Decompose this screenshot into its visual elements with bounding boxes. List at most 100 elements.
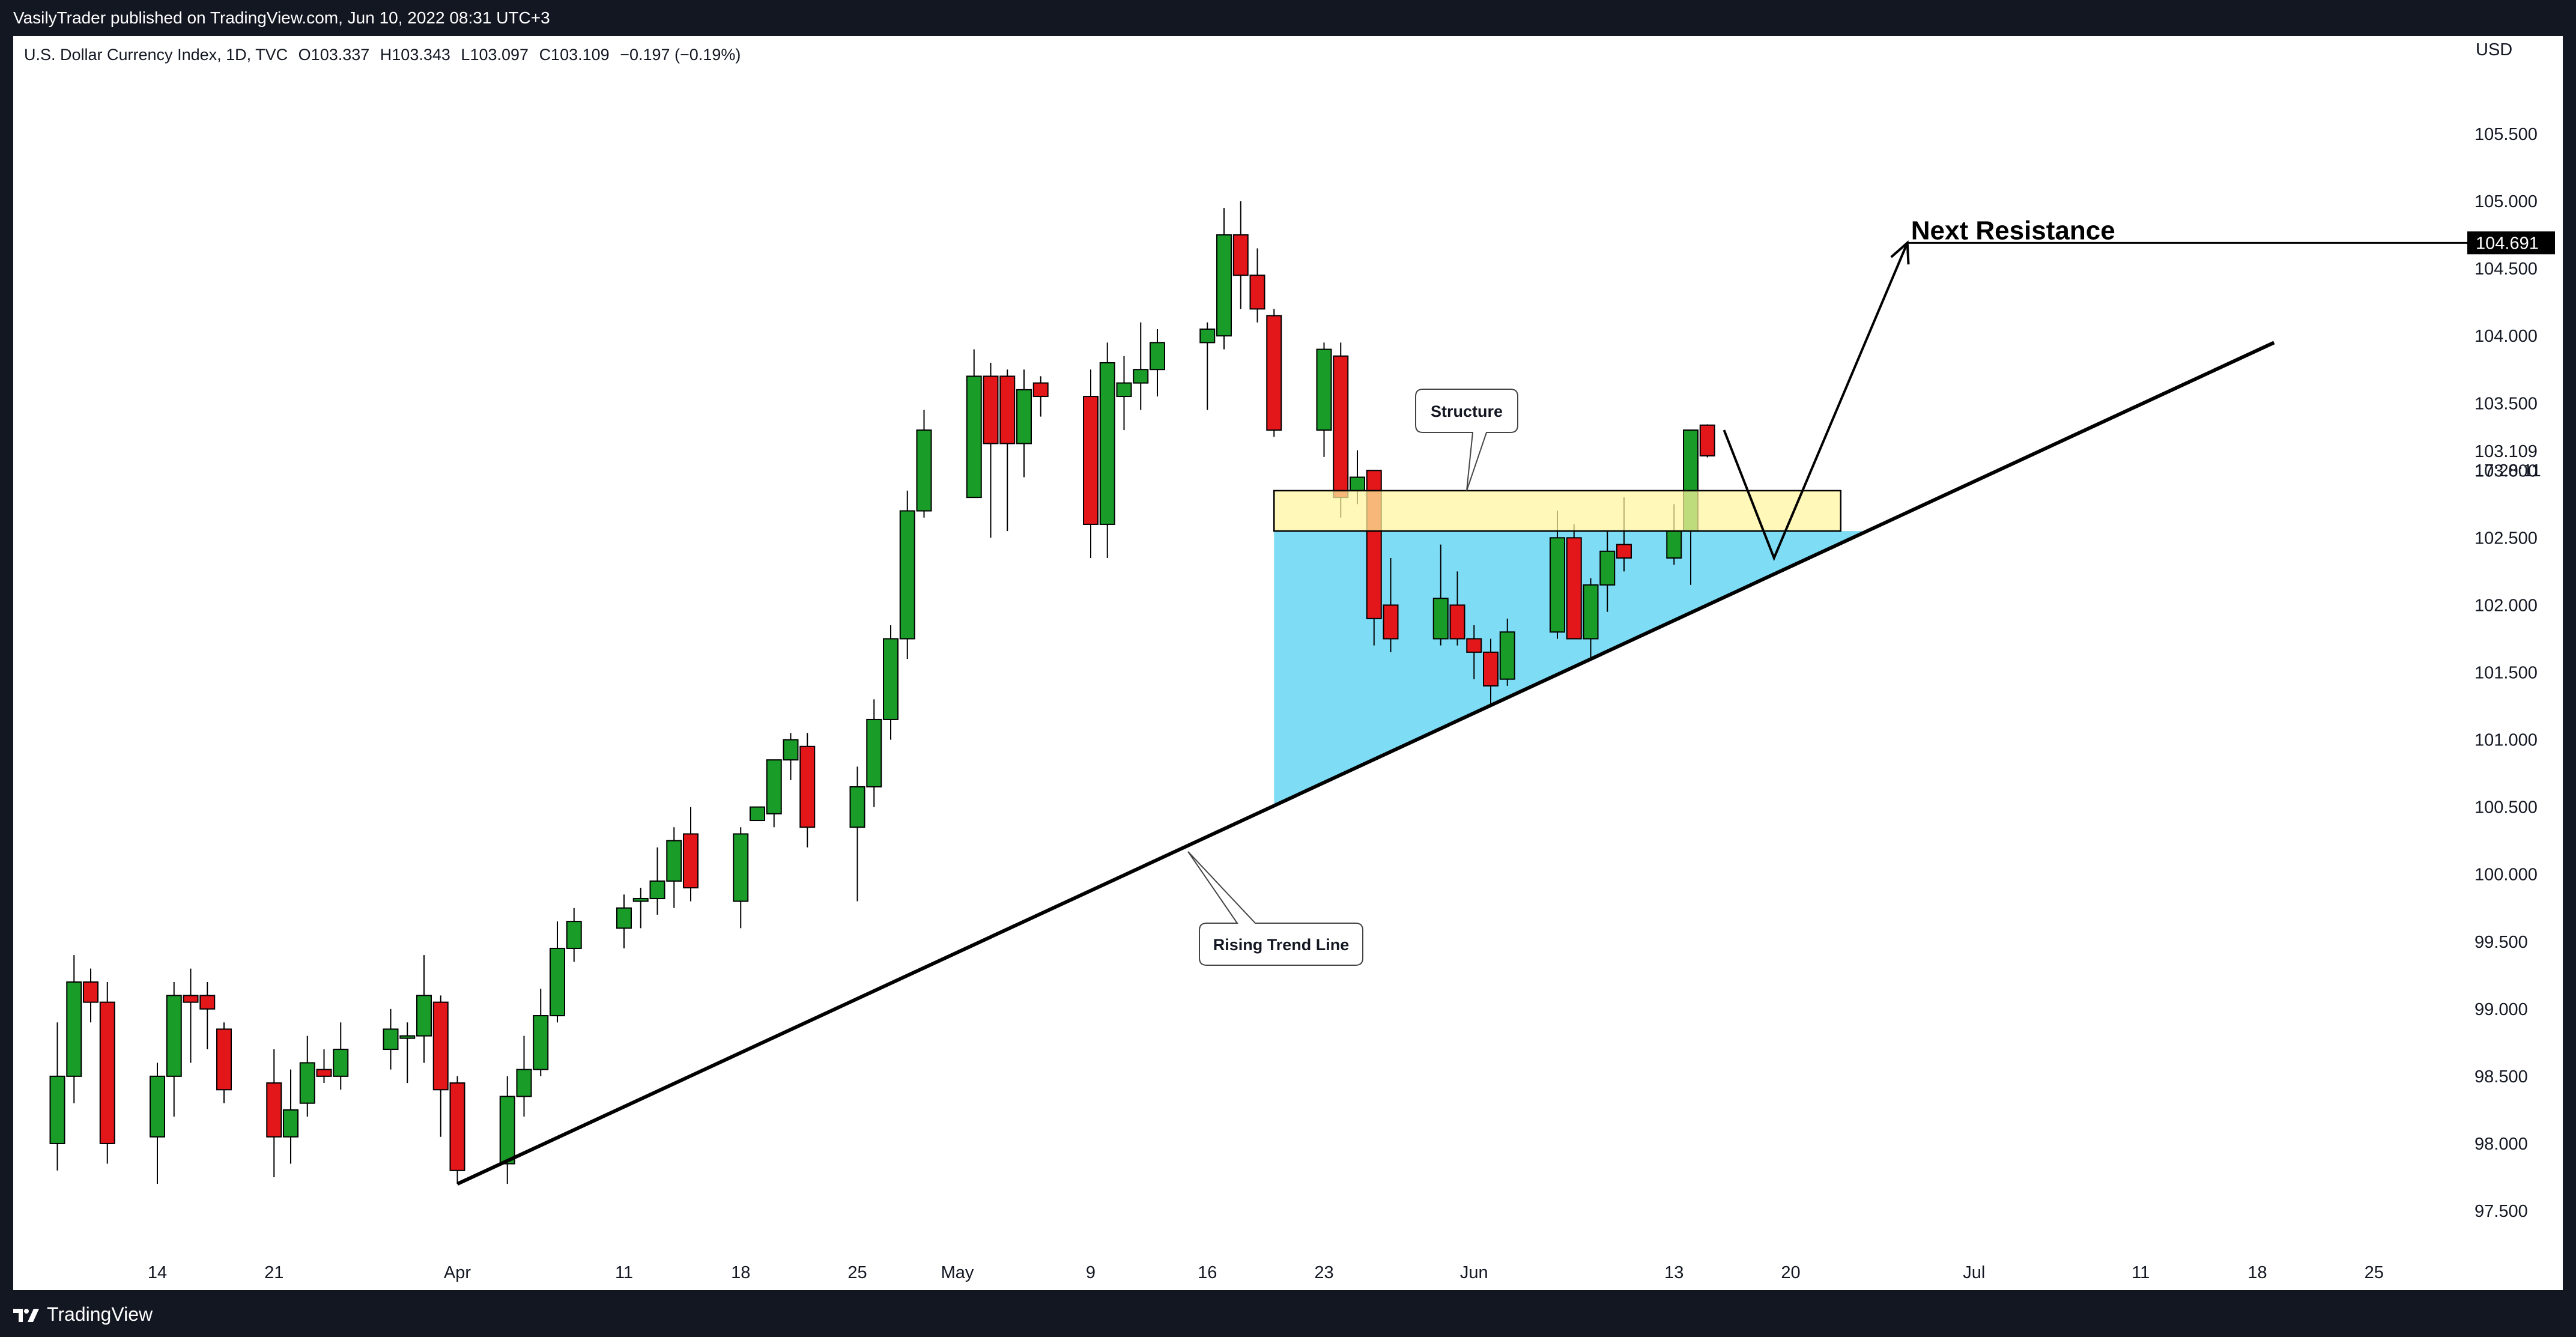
candle [333, 1022, 349, 1090]
candle-body [916, 429, 932, 512]
candle-body [266, 1082, 282, 1138]
legend-change: −0.197 (−0.19%) [620, 46, 741, 64]
candle-body [199, 995, 216, 1010]
candle [216, 1022, 232, 1103]
candle-body [733, 833, 749, 902]
candle-body [399, 1035, 416, 1039]
candle-body [166, 995, 182, 1077]
candle-body [1333, 355, 1349, 499]
candle-body [416, 995, 432, 1037]
published-line: VasilyTrader published on TradingView.co… [13, 8, 550, 27]
candle [1350, 450, 1365, 505]
candle [499, 1076, 515, 1184]
x-tick-label: 25 [2365, 1263, 2384, 1282]
candle-body [432, 1001, 449, 1091]
candle-body [1566, 537, 1582, 640]
y-tick-label: 101.500 [2474, 664, 2538, 683]
candle-body [1099, 362, 1115, 525]
candle-body [1232, 234, 1249, 276]
structure-callout: Structure [1415, 389, 1518, 491]
candle-body [383, 1028, 399, 1050]
trendline-layer [456, 240, 2472, 1186]
candle [1599, 531, 1616, 612]
y-tick-label: 104.000 [2474, 327, 2538, 346]
x-tick-label: 23 [1314, 1263, 1333, 1282]
candle [516, 1035, 532, 1117]
candle [616, 894, 632, 948]
candle [566, 908, 582, 962]
candle [399, 1022, 416, 1084]
y-tick-label: 100.000 [2474, 866, 2538, 885]
candle [83, 968, 98, 1023]
callout-layer: Next Resistance Structure Rising Trend Lin… [1187, 216, 2115, 966]
candle [899, 490, 915, 659]
y-tick-label: 102.500 [2474, 529, 2538, 548]
rising-trend-line [456, 341, 2275, 1186]
legend-open: O103.337 [298, 46, 370, 64]
x-tick-label: 11 [615, 1263, 633, 1282]
candle [1550, 511, 1565, 639]
candle [1032, 376, 1049, 417]
candle [199, 981, 216, 1050]
candle [983, 363, 999, 538]
y-tick-label: 105.500 [2474, 125, 2538, 144]
candle [1232, 201, 1249, 309]
candle [1133, 322, 1149, 410]
candle [683, 807, 699, 902]
candle [1216, 208, 1232, 350]
y-tick-label: 98.000 [2474, 1135, 2528, 1154]
candle [1016, 369, 1032, 478]
x-tick-label: Apr [444, 1263, 471, 1282]
legend-low: L103.097 [461, 46, 529, 64]
candle [1466, 625, 1482, 679]
candle-body [899, 510, 915, 640]
candle-body [216, 1028, 232, 1091]
candle-body [1216, 234, 1232, 337]
candle [1449, 571, 1465, 646]
y-tick-label: 97.500 [2474, 1202, 2528, 1221]
candle-body [1599, 550, 1616, 586]
candle-body [449, 1082, 465, 1171]
candle [99, 981, 115, 1164]
candle [666, 827, 682, 908]
candle [750, 806, 765, 822]
candle-body [49, 1075, 65, 1144]
candle-body [1150, 342, 1165, 371]
x-tick-label: 14 [148, 1263, 167, 1282]
candle-body [499, 1096, 515, 1165]
candle [1150, 329, 1165, 397]
candle-body [1699, 424, 1715, 456]
candle [550, 921, 565, 1023]
candle [883, 625, 899, 740]
candle-body [783, 739, 799, 761]
x-tick-label: 18 [2247, 1263, 2267, 1282]
candle [416, 955, 432, 1063]
candle [1383, 557, 1399, 652]
candle [1249, 248, 1265, 323]
trend-line-callout-text: Rising Trend Line [1213, 936, 1350, 954]
candle-body [316, 1069, 332, 1077]
tradingview-logo[interactable]: TradingView [13, 1303, 153, 1326]
y-axis-currency: USD [2476, 40, 2512, 59]
trend-line-callout: Rising Trend Line [1187, 851, 1363, 966]
structure-zone [1273, 490, 1841, 532]
candle [432, 995, 449, 1137]
candle [1099, 342, 1115, 558]
current-price-label: 103.109 [2474, 442, 2538, 461]
resistance-price-label: 104.691 [2476, 234, 2539, 253]
candle-body [1666, 530, 1682, 559]
candle-body [999, 375, 1016, 444]
candle-body [766, 759, 782, 814]
x-tick-label: 16 [1198, 1263, 1217, 1282]
y-tick-label: 103.000 [2474, 461, 2538, 481]
candle-body [849, 786, 865, 828]
candle [916, 410, 932, 518]
candle-body [1466, 638, 1482, 653]
candle [1566, 524, 1582, 640]
trend-line-callout-box [1187, 851, 1363, 966]
candle [783, 733, 799, 780]
candle-body [566, 921, 582, 949]
candle-body [299, 1062, 315, 1104]
candle [1316, 342, 1332, 457]
